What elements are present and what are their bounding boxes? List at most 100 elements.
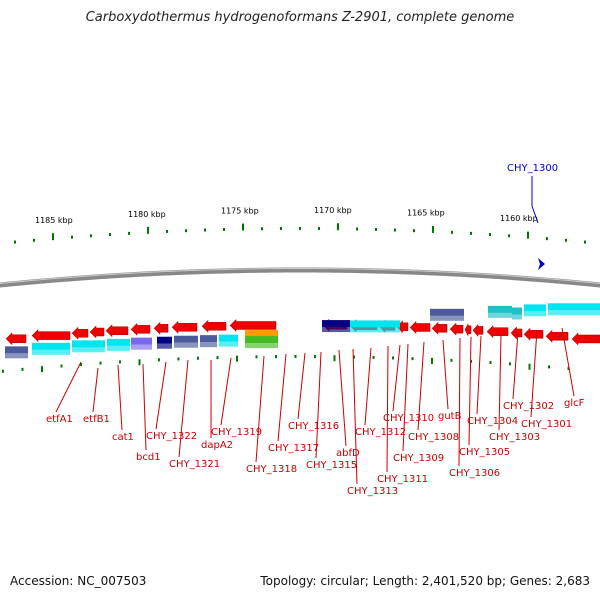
- gene-arrow: [464, 323, 472, 336]
- scale-label: 1160 kbp: [500, 214, 538, 223]
- leader-line: [297, 352, 306, 420]
- leader-line: [117, 364, 123, 431]
- scale-label: 1170 kbp: [314, 206, 352, 215]
- leader-line: [178, 359, 189, 458]
- feature-bar: [107, 338, 130, 351]
- highlight-leader: [531, 176, 539, 224]
- feature-bar: [548, 303, 600, 316]
- gene-arrow: [31, 329, 71, 343]
- highlight-marker: CHY_1300: [507, 163, 558, 270]
- feature-bar-top: [488, 305, 512, 313]
- gene-arrow: [130, 322, 151, 336]
- gene-label: CHY_1306: [449, 468, 500, 479]
- leader-line: [402, 343, 409, 452]
- gene-label: CHY_1303: [489, 432, 540, 443]
- leader-line: [476, 335, 482, 415]
- gene-arrow: [71, 326, 89, 340]
- feature-bar-bottom: [200, 342, 217, 348]
- gene-arrows: [5, 318, 600, 346]
- highlight-gene-label: CHY_1300: [507, 163, 558, 174]
- gene-arrow: [510, 326, 523, 340]
- gene-label: cat1: [112, 432, 134, 443]
- gene-label: CHY_1322: [146, 431, 197, 442]
- feature-bar-top: [5, 346, 28, 354]
- gene-arrow: [431, 321, 448, 335]
- feature-bar: [488, 305, 512, 318]
- gene-arrow: [229, 318, 277, 333]
- feature-bar: [430, 308, 464, 321]
- gene-label: CHY_1316: [288, 421, 339, 432]
- gene-label: etfB1: [83, 414, 110, 425]
- feature-bar-bottom: [524, 311, 546, 317]
- gene-arrow: [523, 327, 544, 341]
- feature-bar-top: [72, 340, 105, 348]
- gene-label: CHY_1305: [459, 447, 510, 458]
- backbone-highlight: [0, 268, 600, 285]
- feature-bar-bottom: [245, 343, 278, 349]
- gene-label: CHY_1319: [211, 427, 262, 438]
- genome-summary: Topology: circular; Length: 2,401,520 bp…: [260, 574, 590, 588]
- feature-bar: [322, 320, 350, 333]
- scale-label: 1175 kbp: [221, 207, 259, 216]
- gene-arrow: [201, 319, 227, 333]
- highlight-triangle: [538, 258, 545, 270]
- feature-bar-top: [322, 320, 350, 328]
- feature-bar-top: [512, 307, 522, 315]
- feature-bar-bottom: [5, 353, 28, 359]
- leader-line: [220, 357, 232, 426]
- feature-bar: [157, 336, 172, 349]
- feature-bar-top: [548, 303, 600, 311]
- feature-bar-bottom: [72, 347, 105, 353]
- feature-bar: [32, 342, 70, 355]
- feature-bar-bottom: [430, 315, 464, 321]
- feature-bar-bottom: [107, 345, 130, 351]
- leader-line: [55, 361, 82, 413]
- feature-bar-bottom: [488, 312, 512, 318]
- feature-bar-bottom: [32, 349, 70, 355]
- gene-arrow: [486, 325, 509, 339]
- gene-arrow: [153, 321, 169, 335]
- leader-line: [315, 351, 322, 459]
- gene-label: CHY_1312: [355, 427, 406, 438]
- feature-bar: [174, 335, 198, 348]
- feature-bar: [350, 320, 400, 333]
- leader-line: [498, 333, 502, 431]
- gene-leader-lines: [55, 327, 575, 485]
- leader-line: [338, 349, 347, 447]
- feature-bar-top: [245, 336, 278, 344]
- gene-label: abfD: [336, 448, 360, 459]
- gene-label: CHY_1313: [347, 486, 398, 497]
- feature-bar: [219, 334, 238, 347]
- feature-bar-top: [157, 336, 172, 344]
- feature-bar: [72, 340, 105, 353]
- gene-label: gutB: [438, 411, 462, 422]
- genome-title: Carboxydothermus hydrogenoformans Z-2901…: [85, 10, 515, 25]
- gene-label: CHY_1301: [521, 419, 572, 430]
- gene-label: CHY_1318: [246, 464, 297, 475]
- scale-label: 1180 kbp: [128, 210, 166, 219]
- genome-backbone: [0, 267, 600, 288]
- leader-line: [155, 361, 167, 430]
- leader-line: [512, 331, 519, 400]
- gene-label: CHY_1308: [408, 432, 459, 443]
- gene-label: CHY_1309: [393, 453, 444, 464]
- leader-line: [277, 353, 287, 442]
- leader-line: [561, 327, 575, 397]
- gene-arrow: [571, 332, 600, 346]
- scale-label: 1185 kbp: [35, 216, 73, 225]
- feature-bar: [131, 337, 152, 350]
- leader-line: [530, 329, 538, 418]
- leader-line: [142, 363, 147, 451]
- leader-line: [458, 337, 461, 467]
- leader-line: [255, 355, 265, 463]
- feature-bar-top: [350, 320, 400, 328]
- feature-bar: [512, 307, 522, 320]
- feature-bar-top: [174, 335, 198, 343]
- gene-label: CHY_1317: [268, 443, 319, 454]
- feature-bar-bottom: [548, 310, 600, 316]
- feature-bar-top: [32, 342, 70, 350]
- gene-label: bcd1: [136, 452, 161, 463]
- leader-line: [352, 348, 358, 485]
- feature-bars: [5, 303, 600, 359]
